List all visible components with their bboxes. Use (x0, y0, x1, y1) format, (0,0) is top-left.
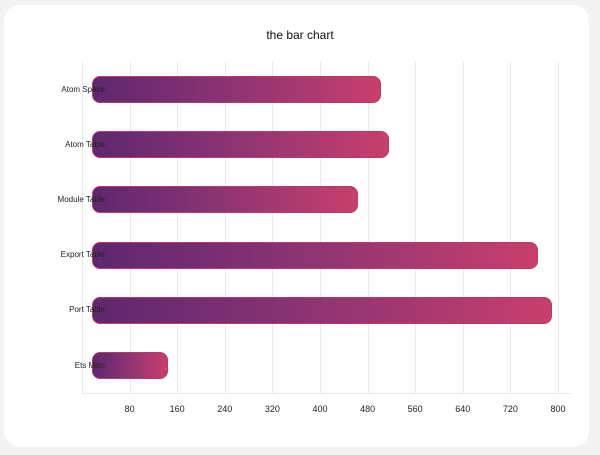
bar-export-table[interactable] (92, 241, 539, 269)
bar-atom-space[interactable] (92, 76, 381, 103)
y-category-label: Ets Misc (74, 360, 105, 370)
grid-line (177, 62, 179, 393)
x-tick-label: 720 (502, 404, 518, 414)
x-tick-label: 320 (264, 404, 280, 414)
bar-ets-misc[interactable] (92, 352, 169, 379)
y-category-label: Atom Table (65, 139, 105, 149)
x-tick-label: 80 (124, 404, 135, 414)
x-tick-label: 400 (312, 404, 328, 414)
x-tick-label: 800 (550, 404, 566, 414)
bar-port-table[interactable] (92, 296, 553, 324)
y-category-label: Module Table (57, 194, 105, 204)
grid-line (224, 62, 226, 393)
grid-line (462, 62, 464, 393)
grid-line (415, 62, 417, 393)
grid-line (320, 62, 321, 393)
plot-area (82, 62, 572, 394)
grid-line (510, 62, 512, 393)
x-tick-label: 160 (169, 404, 185, 414)
y-category-label: Export Table (60, 250, 105, 260)
bar-atom-table[interactable] (92, 131, 390, 159)
y-category-label: Port Table (69, 305, 105, 315)
x-tick-label: 480 (360, 404, 376, 414)
x-tick-label: 240 (217, 404, 233, 414)
grid-line (558, 62, 559, 393)
bar-module-table[interactable] (92, 186, 359, 214)
grid-line (129, 62, 131, 393)
x-tick-label: 560 (407, 404, 423, 414)
grid-line (367, 62, 369, 393)
x-tick-label: 640 (455, 404, 471, 414)
chart-title: the bar chart (266, 28, 334, 42)
y-category-label: Atom Space (61, 84, 105, 94)
grid-line (272, 62, 274, 393)
